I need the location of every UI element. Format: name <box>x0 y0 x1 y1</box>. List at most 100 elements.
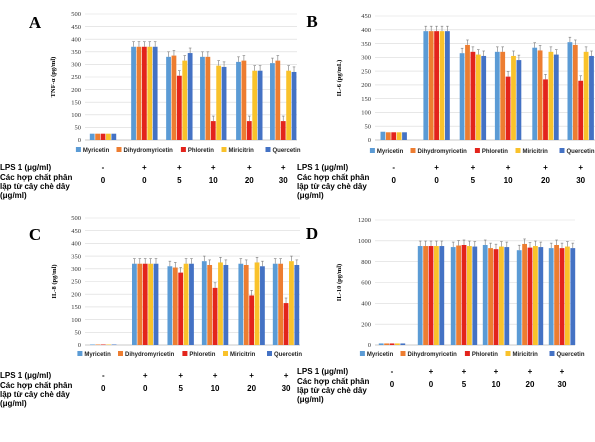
legend-swatch <box>180 147 186 152</box>
bar <box>111 344 117 345</box>
panel-letter: D <box>306 224 318 243</box>
bar <box>554 245 559 345</box>
bar <box>95 344 101 345</box>
compound-value: 0 <box>429 380 434 389</box>
bar <box>389 343 395 345</box>
lps-value: + <box>249 371 254 380</box>
bar <box>378 343 384 345</box>
bar <box>553 54 559 141</box>
compound-value: 30 <box>282 384 291 393</box>
bar <box>272 263 278 345</box>
legend-swatch <box>75 147 81 152</box>
lps-value: + <box>281 163 286 172</box>
legend-label: Quercetin <box>274 352 302 358</box>
y-tick-label: 50 <box>75 125 82 132</box>
legend-label: Phloretin <box>472 352 498 358</box>
lps-value: + <box>471 163 476 172</box>
y-tick-label: 600 <box>361 280 371 287</box>
lps-label: LPS 1 (μg/ml) <box>0 371 51 380</box>
bar <box>182 60 188 141</box>
bar <box>543 79 548 140</box>
bar <box>207 264 213 345</box>
bar <box>395 343 400 345</box>
bar <box>532 47 538 140</box>
y-axis-label: TNF-α (pg/ml) <box>50 57 57 98</box>
bar <box>294 264 300 345</box>
legend-swatch <box>505 351 511 356</box>
lps-label: LPS 1 (μg/ml) <box>297 367 348 376</box>
bar <box>439 31 445 140</box>
bar <box>171 55 177 140</box>
legend-swatch <box>410 148 416 153</box>
y-tick-label: 200 <box>71 291 81 298</box>
bar <box>257 70 263 140</box>
y-tick-label: 250 <box>361 68 371 75</box>
bar <box>289 261 294 345</box>
legend-label: Dihydromyricetin <box>124 148 174 154</box>
y-tick-label: 350 <box>361 41 371 48</box>
compound-value: 0 <box>434 176 439 185</box>
compound-value: 5 <box>177 176 182 185</box>
legend-swatch <box>118 351 123 356</box>
compound-value: 5 <box>178 384 183 393</box>
bar <box>516 250 522 345</box>
bar <box>504 247 510 345</box>
bar <box>147 46 153 141</box>
y-tick-label: 150 <box>361 96 371 103</box>
legend-swatch <box>223 351 228 356</box>
legend: Myricetin Dihydromyricetin Phloretin Mirici… <box>77 351 302 358</box>
bar <box>89 133 95 140</box>
panel-letter: B <box>306 12 317 31</box>
y-axis-label: IL-8 (pg/ml) <box>51 264 58 298</box>
bar <box>548 248 554 345</box>
bar <box>236 61 241 140</box>
y-tick-label: 500 <box>71 11 81 18</box>
compound-value: 0 <box>101 384 106 393</box>
bar <box>141 46 147 141</box>
lps-value: + <box>142 163 147 172</box>
bar <box>583 51 589 141</box>
bar <box>538 247 544 345</box>
bar <box>461 245 467 345</box>
y-axis-label: IL-6 (pg/mL) <box>336 60 343 97</box>
bar <box>201 261 207 345</box>
compound-value: 10 <box>492 380 501 389</box>
bar <box>400 343 406 345</box>
lps-label: LPS 1 (μg/ml) <box>297 163 348 172</box>
compound-value: 20 <box>526 380 535 389</box>
compound-value: 0 <box>391 176 396 185</box>
bar <box>152 46 158 141</box>
bar <box>189 263 194 345</box>
bar <box>205 56 211 141</box>
bar <box>572 44 578 140</box>
legend-label: Myricetin <box>377 149 404 155</box>
bar <box>137 263 143 345</box>
y-tick-label: 50 <box>75 330 82 337</box>
bar <box>467 246 472 345</box>
legend-label: Dihydromyricetin <box>125 352 175 358</box>
bar <box>465 44 470 140</box>
bar <box>200 56 205 141</box>
bar <box>450 247 456 345</box>
y-axis-label: IL-10 (pg/ml) <box>336 264 343 301</box>
bar <box>283 303 289 345</box>
bar <box>470 51 476 141</box>
bar <box>396 132 402 140</box>
legend-label: Quercetin <box>273 148 301 154</box>
compound-value: 0 <box>390 380 395 389</box>
bar <box>95 133 101 140</box>
bar <box>380 131 386 140</box>
y-tick-label: 450 <box>361 13 371 20</box>
legend-swatch <box>182 351 188 356</box>
lps-label: LPS 1 (μg/ml) <box>0 163 51 172</box>
bar <box>494 51 500 141</box>
bar <box>166 56 171 141</box>
y-tick-label: 150 <box>71 99 81 106</box>
y-tick-label: 300 <box>361 55 371 62</box>
y-tick-label: 0 <box>78 342 81 349</box>
bar <box>111 133 117 140</box>
legend-swatch <box>265 147 271 152</box>
bar <box>567 42 573 140</box>
bar <box>172 267 178 345</box>
